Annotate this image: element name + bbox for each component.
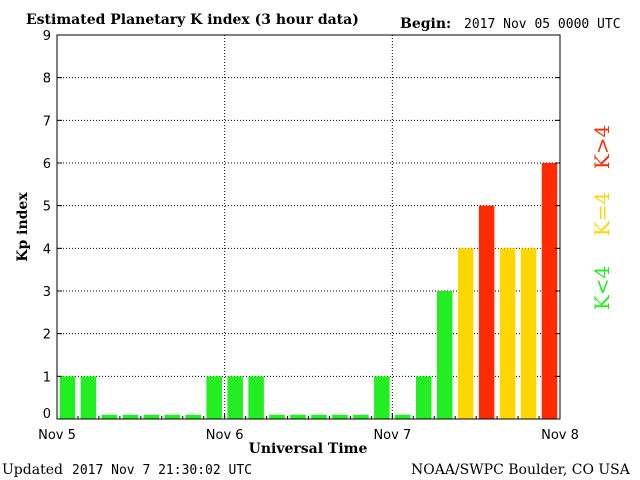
kp-bar: [80, 376, 97, 419]
y-tick-label: 3: [43, 285, 51, 300]
grid: [57, 35, 560, 419]
kp-bar: [248, 376, 264, 419]
updated-value: 2017 Nov 7 21:30:02 UTC: [72, 463, 252, 478]
kp-bar: [541, 163, 558, 419]
y-axis-ticks: 0 1 2 3 4 5 6 7 8 9: [43, 29, 560, 422]
y-tick-label: 9: [43, 29, 51, 44]
kp-bar: [185, 414, 201, 419]
bars: [59, 163, 558, 419]
y-tick-label: 6: [43, 157, 51, 172]
updated-label: Updated: [2, 462, 63, 478]
y-tick-label: 5: [43, 200, 51, 215]
y-tick-label: 2: [43, 328, 51, 343]
credit: NOAA/SWPC Boulder, CO USA: [411, 462, 631, 478]
kp-bar: [520, 248, 537, 419]
kp-bar: [101, 414, 118, 419]
kp-bar: [122, 414, 139, 419]
y-tick-label: 1: [43, 370, 51, 385]
kp-bar: [311, 414, 327, 419]
legend-k-equal-4: K=4: [590, 192, 614, 236]
x-tick-label: Nov 6: [206, 428, 244, 443]
y-tick-label: 8: [43, 72, 51, 87]
kp-bar: [227, 376, 243, 419]
kp-bar: [478, 205, 495, 419]
kp-bar: [436, 291, 453, 419]
begin-label: Begin:: [400, 16, 451, 32]
begin-value: 2017 Nov 05 0000 UTC: [464, 17, 621, 32]
kp-bar: [206, 376, 222, 419]
kp-bar: [59, 376, 76, 419]
kp-bar: [416, 376, 432, 419]
y-tick-label: 7: [43, 114, 51, 129]
x-axis-ticks: Nov 5 Nov 6 Nov 7 Nov 8: [38, 413, 579, 443]
legend-k-below-4: K<4: [590, 266, 614, 310]
y-tick-label: 4: [43, 242, 51, 257]
y-axis-label: Kp index: [15, 192, 31, 262]
kp-bar: [353, 414, 369, 419]
x-tick-label: Nov 5: [38, 428, 76, 443]
kp-bar: [269, 414, 285, 419]
y-tick-label: 0: [43, 407, 51, 422]
kp-bar: [395, 414, 411, 419]
legend-k-above-4: K>4: [590, 125, 614, 169]
kp-bar: [143, 414, 160, 419]
kp-bar: [499, 248, 516, 419]
kp-bar: [290, 414, 306, 419]
x-tick-label: Nov 7: [373, 428, 411, 443]
chart-title: Estimated Planetary K index (3 hour data…: [26, 12, 359, 28]
kp-bar: [332, 414, 348, 419]
x-axis-label: Universal Time: [249, 441, 368, 457]
x-tick-label: Nov 8: [541, 428, 579, 443]
kp-bar: [374, 376, 390, 419]
kp-bar: [164, 414, 181, 419]
kp-bar: [457, 248, 474, 419]
